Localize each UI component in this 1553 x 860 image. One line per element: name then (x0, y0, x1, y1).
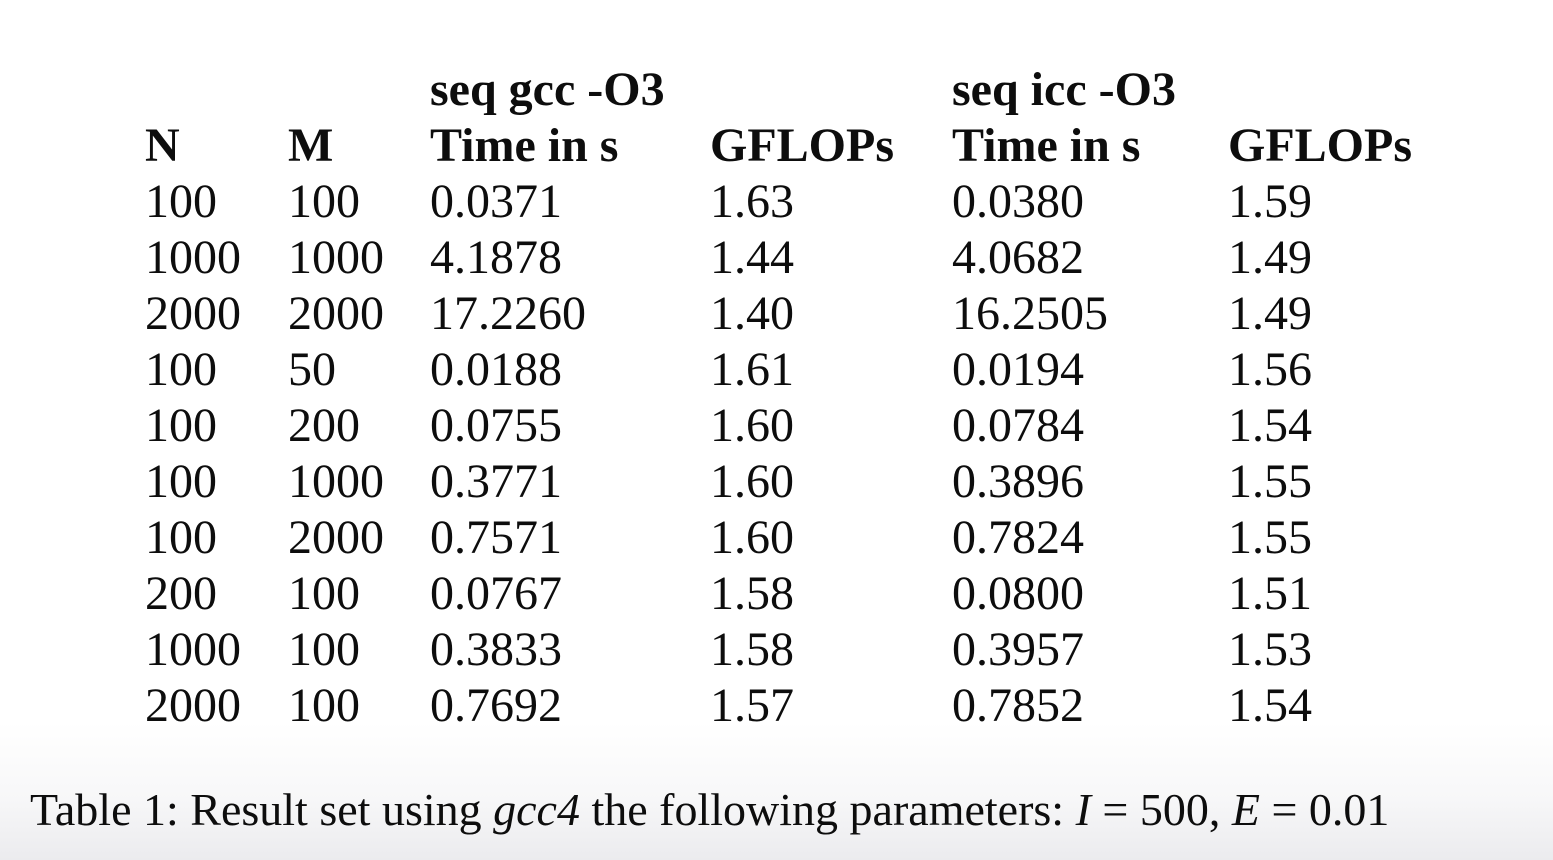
table-row: 1000 100 0.3833 1.58 0.3957 1.53 (145, 622, 1433, 678)
table-cell: 100 (288, 623, 360, 676)
group-header-spacer (145, 62, 288, 118)
table-cell: 1.57 (710, 679, 794, 732)
table-cell: 1.55 (1228, 455, 1312, 508)
table-cell: 50 (288, 343, 336, 396)
column-header-time-gcc: Time in s (430, 119, 619, 172)
table-cell: 0.0188 (430, 343, 562, 396)
column-header-gflops-gcc: GFLOPs (710, 119, 895, 172)
table-cell: 0.3771 (430, 455, 562, 508)
table-cell: 0.3957 (952, 623, 1084, 676)
table-cell: 100 (288, 567, 360, 620)
table-cell: 0.7571 (430, 511, 562, 564)
table-caption: Table 1: Result set using gcc4 the follo… (30, 782, 1389, 838)
table-row: 100 50 0.0188 1.61 0.0194 1.56 (145, 342, 1433, 398)
table-cell: 1.55 (1228, 511, 1312, 564)
table-cell: 100 (145, 175, 217, 228)
table-row: 2000 2000 17.2260 1.40 16.2505 1.49 (145, 286, 1433, 342)
table-cell: 100 (145, 343, 217, 396)
table-cell: 1.58 (710, 623, 794, 676)
table-cell: 1.51 (1228, 567, 1312, 620)
table-row: 2000 100 0.7692 1.57 0.7852 1.54 (145, 678, 1433, 734)
table-cell: 1.63 (710, 175, 794, 228)
table-cell: 1.49 (1228, 231, 1312, 284)
table-cell: 100 (288, 175, 360, 228)
caption-segment: I (1075, 784, 1091, 835)
table-cell: 1.53 (1228, 623, 1312, 676)
caption-segment: Table 1: Result set using (30, 784, 494, 835)
table-cell: 0.3896 (952, 455, 1084, 508)
table-cell: 0.0784 (952, 399, 1084, 452)
table-cell: 100 (145, 455, 217, 508)
table-cell: 1.54 (1228, 399, 1312, 452)
column-header-n: N (145, 119, 180, 172)
table-row: 200 100 0.0767 1.58 0.0800 1.51 (145, 566, 1433, 622)
table-cell: 100 (145, 511, 217, 564)
table-cell: 0.0371 (430, 175, 562, 228)
table-cell: 2000 (288, 287, 384, 340)
column-header-m: M (288, 119, 334, 172)
column-header-row: N M Time in s GFLOPs Time in s GFLOPs (145, 118, 1433, 174)
table-cell: 2000 (288, 511, 384, 564)
table-cell: 200 (145, 567, 217, 620)
group-header-row: seq gcc -O3 seq icc -O3 (145, 62, 1433, 118)
table-cell: 1000 (288, 231, 384, 284)
table-cell: 0.0194 (952, 343, 1084, 396)
table-cell: 1.59 (1228, 175, 1312, 228)
table-cell: 0.7852 (952, 679, 1084, 732)
table-cell: 2000 (145, 679, 241, 732)
table-cell: 1.58 (710, 567, 794, 620)
table-cell: 1000 (288, 455, 384, 508)
table-cell: 1.44 (710, 231, 794, 284)
group-header-gcc: seq gcc -O3 (430, 63, 665, 116)
caption-segment: = 0.01 (1259, 784, 1390, 835)
table-cell: 0.7692 (430, 679, 562, 732)
table-cell: 0.0800 (952, 567, 1084, 620)
table-cell: 1.60 (710, 455, 794, 508)
table-cell: 0.7824 (952, 511, 1084, 564)
table-row: 100 200 0.0755 1.60 0.0784 1.54 (145, 398, 1433, 454)
table-row: 100 100 0.0371 1.63 0.0380 1.59 (145, 174, 1433, 230)
caption-segment: E (1231, 784, 1260, 835)
group-header-icc: seq icc -O3 (952, 63, 1176, 116)
table-cell: 0.0767 (430, 567, 562, 620)
table-body: 100 100 0.0371 1.63 0.0380 1.59 1000 1000 4.1878… (145, 174, 1433, 734)
table-row: 100 1000 0.3771 1.60 0.3896 1.55 (145, 454, 1433, 510)
column-header-time-icc: Time in s (952, 119, 1141, 172)
table-cell: 4.1878 (430, 231, 562, 284)
table-cell: 1.56 (1228, 343, 1312, 396)
table-cell: 16.2505 (952, 287, 1108, 340)
table-cell: 1.40 (710, 287, 794, 340)
table-cell: 1000 (145, 623, 241, 676)
table-cell: 4.0682 (952, 231, 1084, 284)
column-header-gflops-icc: GFLOPs (1228, 119, 1413, 172)
table-cell: 0.0380 (952, 175, 1084, 228)
table-cell: 1.54 (1228, 679, 1312, 732)
caption-segment: the following parameters: (579, 784, 1076, 835)
caption-segment: gcc4 (493, 784, 580, 835)
table-cell: 1.61 (710, 343, 794, 396)
table-row: 1000 1000 4.1878 1.44 4.0682 1.49 (145, 230, 1433, 286)
caption-segment: = 500, (1090, 784, 1232, 835)
table-cell: 0.3833 (430, 623, 562, 676)
table-cell: 0.0755 (430, 399, 562, 452)
table-cell: 200 (288, 399, 360, 452)
table-cell: 1.49 (1228, 287, 1312, 340)
table-cell: 1.60 (710, 399, 794, 452)
table-cell: 2000 (145, 287, 241, 340)
group-header-spacer (288, 62, 430, 118)
table-cell: 17.2260 (430, 287, 586, 340)
table-row: 100 2000 0.7571 1.60 0.7824 1.55 (145, 510, 1433, 566)
table-cell: 1.60 (710, 511, 794, 564)
results-table: seq gcc -O3 seq icc -O3 N M Time in s GF… (145, 62, 1433, 734)
table-cell: 1000 (145, 231, 241, 284)
table-cell: 100 (145, 399, 217, 452)
table-cell: 100 (288, 679, 360, 732)
